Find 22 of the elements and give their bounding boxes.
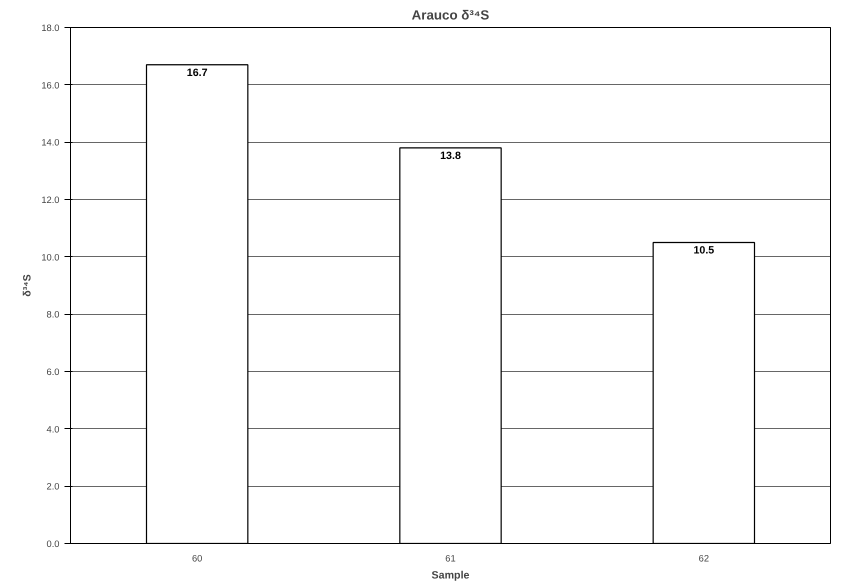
x-axis-title: Sample [432, 570, 470, 582]
chart-title: Arauco δ³⁴S [412, 8, 490, 22]
bar [652, 242, 756, 544]
data-label: 16.7 [186, 66, 208, 79]
bar [399, 147, 502, 544]
y-tick-label: 16.0 [41, 80, 60, 90]
data-label: 10.5 [693, 244, 714, 256]
y-tick-label: 12.0 [41, 195, 60, 205]
y-tick-label: 18.0 [41, 23, 60, 33]
x-tick-label: 62 [698, 554, 710, 564]
y-axis-title: δ³⁴S [21, 274, 34, 297]
y-tick-label: 14.0 [41, 138, 60, 148]
y-tick-label: 2.0 [46, 482, 60, 492]
bar [146, 64, 248, 544]
x-tick-label: 61 [445, 554, 456, 564]
data-label: 13.8 [440, 150, 461, 162]
y-tick-label: 10.0 [41, 252, 60, 262]
x-tick-label: 60 [192, 554, 202, 564]
y-tick-label: 6.0 [46, 367, 60, 377]
y-tick-label: 8.0 [46, 310, 60, 320]
y-tick-label: 4.0 [46, 424, 60, 434]
y-tick-label: 0.0 [46, 539, 60, 549]
